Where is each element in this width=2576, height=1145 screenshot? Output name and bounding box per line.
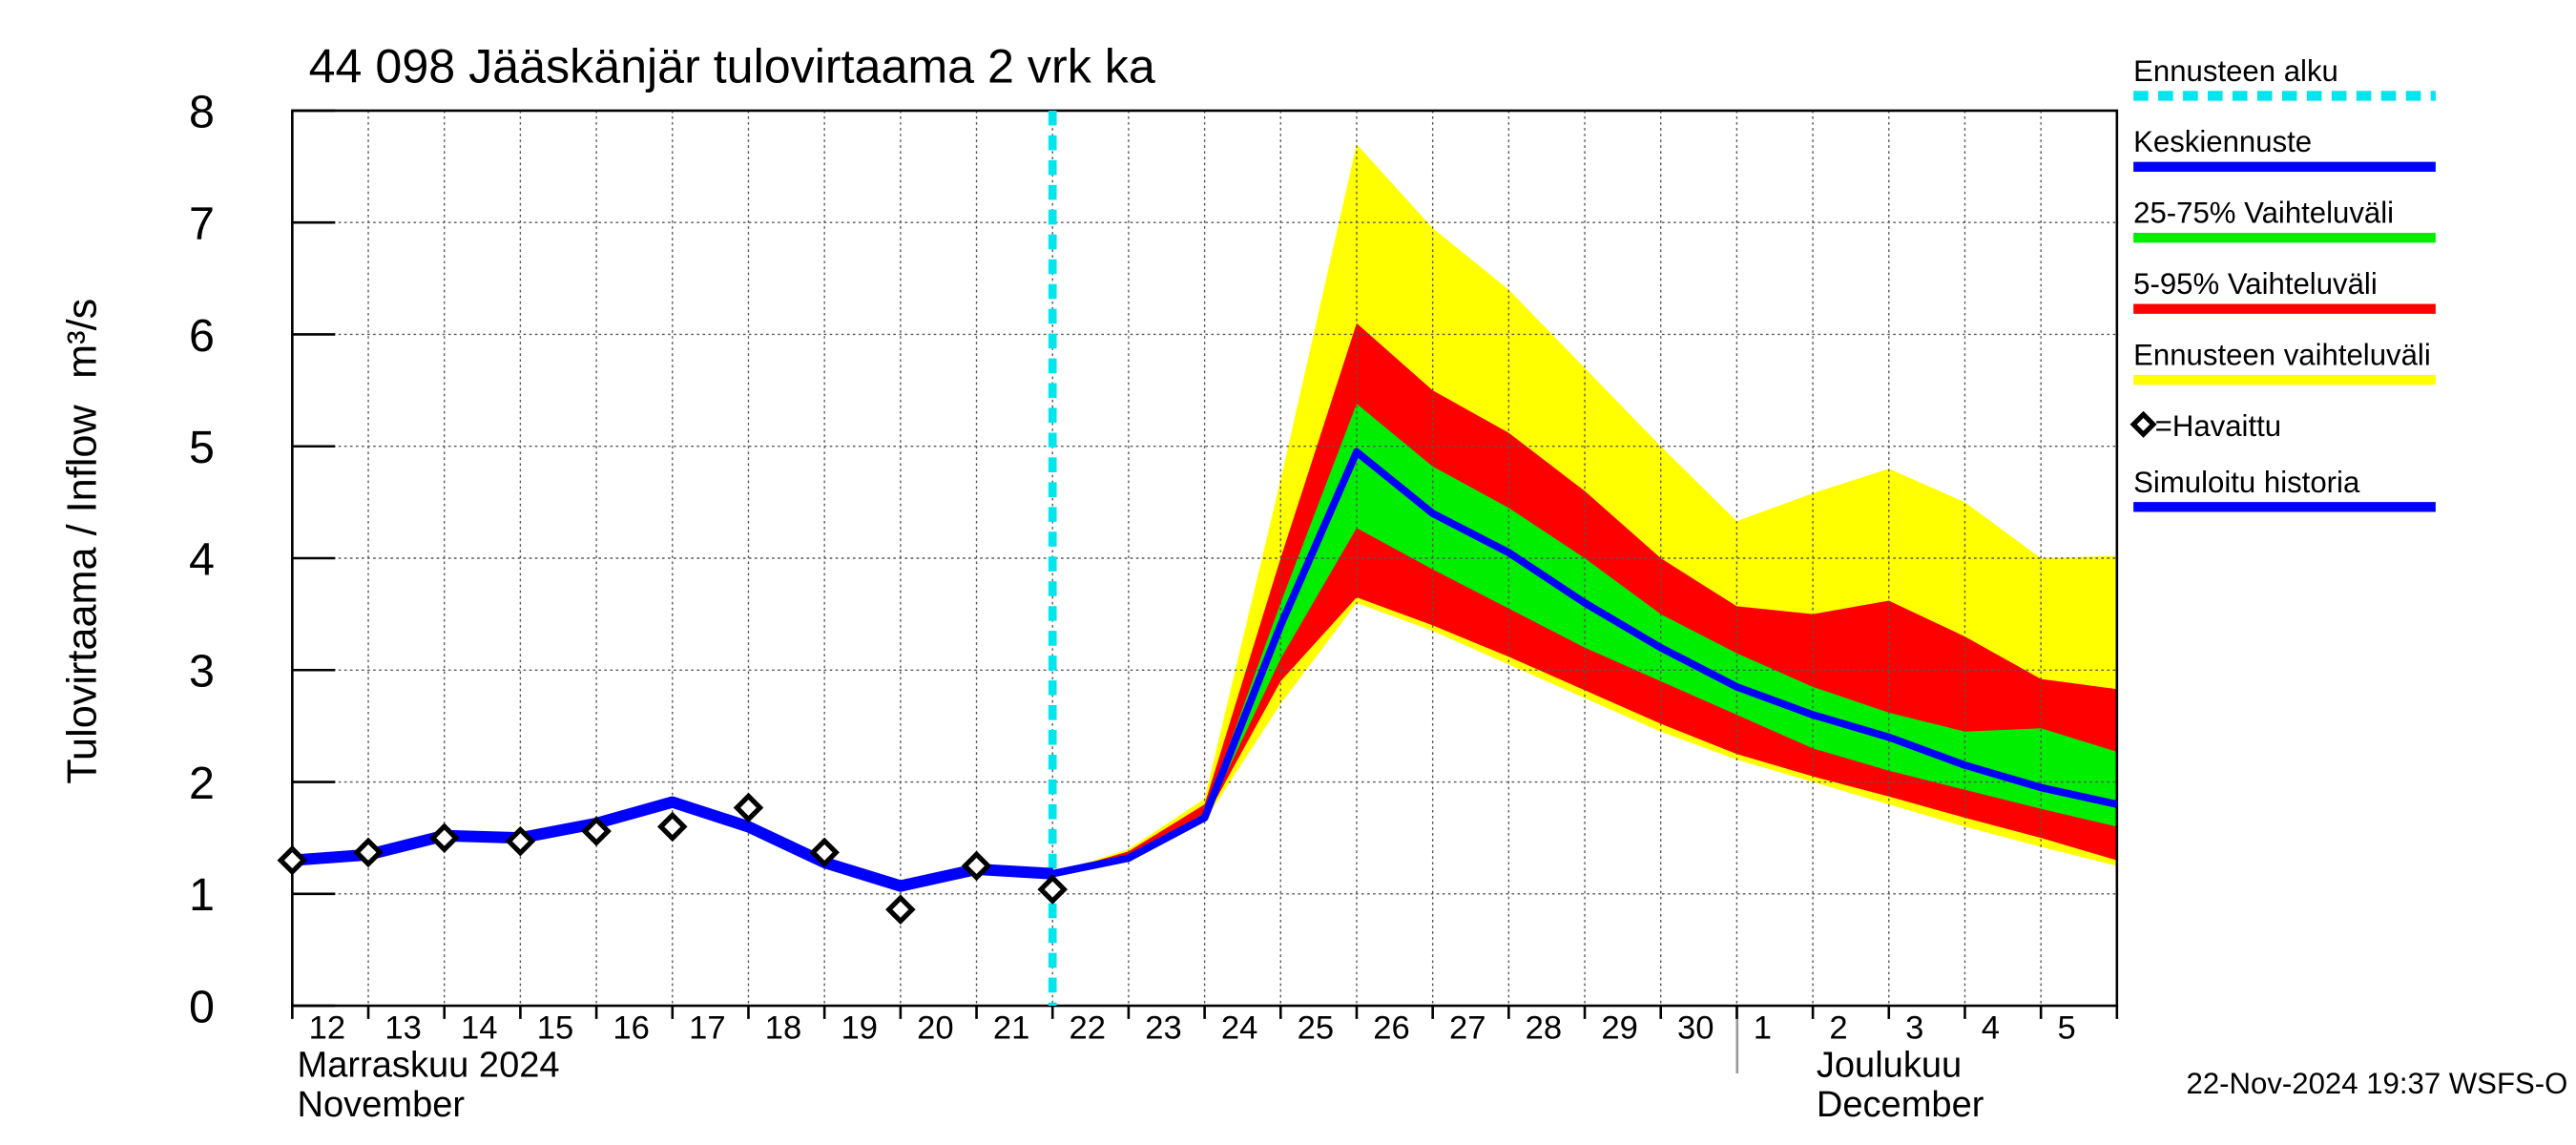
observed-marker bbox=[277, 844, 308, 876]
x-tick-label: 2 bbox=[1829, 1010, 1847, 1047]
observed-marker bbox=[885, 894, 916, 925]
observed-marker bbox=[353, 837, 384, 868]
y-tick-label: 8 bbox=[189, 86, 215, 137]
legend-label: Simuloitu historia bbox=[2133, 466, 2360, 499]
y-tick-label: 6 bbox=[189, 310, 215, 362]
x-tick-label: 1 bbox=[1754, 1010, 1772, 1047]
y-tick-label: 4 bbox=[189, 533, 215, 585]
x-tick-label: 21 bbox=[993, 1010, 1029, 1047]
legend-label: =Havaittu bbox=[2155, 409, 2281, 443]
x-tick-label: 29 bbox=[1601, 1010, 1637, 1047]
x-tick-label: 16 bbox=[613, 1010, 649, 1047]
x-tick-label: 12 bbox=[309, 1010, 345, 1047]
x-tick-label: 23 bbox=[1145, 1010, 1181, 1047]
observed-marker bbox=[961, 850, 992, 882]
observed-marker bbox=[581, 816, 612, 846]
y-tick-label: 2 bbox=[189, 758, 215, 809]
legend-marker bbox=[2129, 410, 2157, 438]
x-tick-label: 3 bbox=[1905, 1010, 1923, 1047]
x-tick-label: 27 bbox=[1449, 1010, 1485, 1047]
legend-label: Ennusteen alku bbox=[2133, 54, 2338, 88]
x-tick-label: 18 bbox=[765, 1010, 801, 1047]
chart-title: 44 098 Jääskänjär tulovirtaama 2 vrk ka bbox=[309, 40, 1155, 94]
month-label: November bbox=[298, 1085, 466, 1125]
x-tick-label: 28 bbox=[1526, 1010, 1563, 1047]
observed-marker bbox=[656, 811, 688, 843]
plot-frame bbox=[291, 109, 2119, 1008]
observed-marker bbox=[428, 822, 460, 853]
y-tick-label: 7 bbox=[189, 198, 215, 250]
y-tick-label: 3 bbox=[189, 646, 215, 697]
month-label: Marraskuu 2024 bbox=[298, 1045, 560, 1085]
observed-marker bbox=[733, 792, 764, 823]
observed-marker bbox=[505, 825, 536, 857]
legend-label: 5-95% Vaihteluväli bbox=[2133, 267, 2378, 301]
x-tick-label: 5 bbox=[2057, 1010, 2075, 1047]
x-tick-label: 15 bbox=[537, 1010, 573, 1047]
x-tick-label: 13 bbox=[384, 1010, 421, 1047]
observed-marker bbox=[1037, 874, 1069, 905]
x-tick-label: 20 bbox=[917, 1010, 953, 1047]
month-label: Joulukuu bbox=[1817, 1045, 1962, 1085]
x-tick-label: 17 bbox=[689, 1010, 725, 1047]
x-tick-label: 26 bbox=[1373, 1010, 1409, 1047]
y-axis-label: Tulovirtaama / Inflow bbox=[59, 405, 105, 784]
series-line bbox=[291, 796, 1053, 892]
x-tick-label: 4 bbox=[1982, 1010, 2000, 1047]
y-tick-label: 5 bbox=[189, 422, 215, 473]
x-tick-label: 22 bbox=[1070, 1010, 1106, 1047]
series-line bbox=[1051, 448, 2118, 878]
x-tick-label: 14 bbox=[461, 1010, 497, 1047]
x-tick-label: 25 bbox=[1298, 1010, 1335, 1047]
y-tick-label: 1 bbox=[189, 869, 215, 921]
y-tick-label: 0 bbox=[189, 981, 215, 1032]
legend-label: 25-75% Vaihteluväli bbox=[2133, 197, 2394, 230]
x-tick-label: 19 bbox=[841, 1010, 877, 1047]
x-tick-label: 24 bbox=[1221, 1010, 1257, 1047]
legend-label: Keskiennuste bbox=[2133, 125, 2312, 158]
x-tick-label: 30 bbox=[1677, 1010, 1714, 1047]
y-axis-unit: m³/s bbox=[59, 299, 105, 379]
observed-marker bbox=[809, 837, 840, 868]
legend-label: Ennusteen vaihteluväli bbox=[2133, 339, 2431, 372]
timestamp: 22-Nov-2024 19:37 WSFS-O bbox=[2187, 1067, 2568, 1100]
month-label: December bbox=[1817, 1085, 1984, 1125]
